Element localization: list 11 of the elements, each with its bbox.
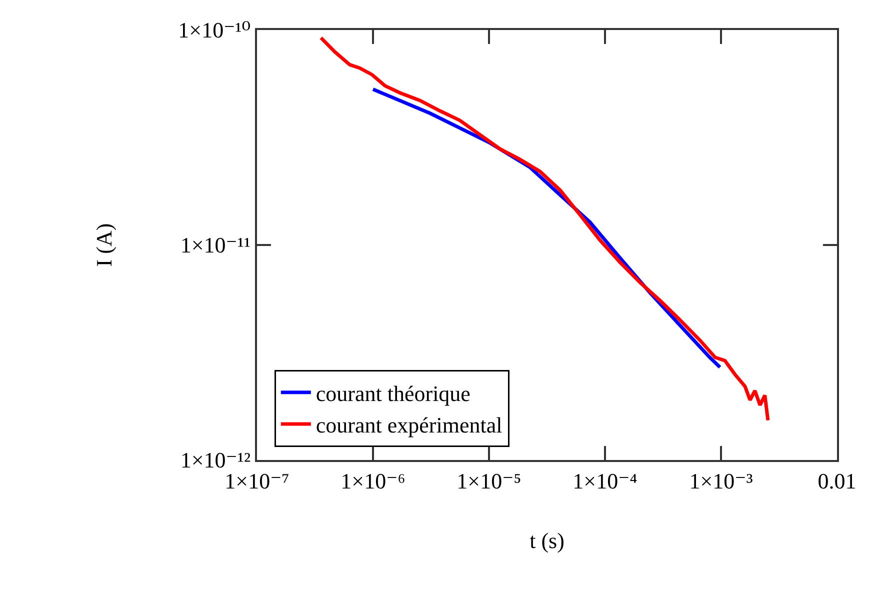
- x-axis-title: t (s): [530, 528, 564, 553]
- x-tick-label: 0.01: [818, 468, 856, 494]
- x-tick-label: 1×10⁻⁴: [572, 468, 638, 494]
- x-tick-label: 1×10⁻⁶: [340, 468, 406, 494]
- y-tick-label: 1×10⁻¹⁰: [178, 18, 251, 43]
- x-tick-label: 1×10⁻⁵: [456, 468, 522, 494]
- legend-label: courant théorique: [316, 380, 470, 406]
- y-tick-label: 1×10⁻¹¹: [180, 232, 251, 258]
- x-tick-label: 1×10⁻³: [689, 468, 754, 494]
- legend-label: courant expérimental: [316, 412, 502, 438]
- y-axis-title: I (A): [91, 223, 116, 267]
